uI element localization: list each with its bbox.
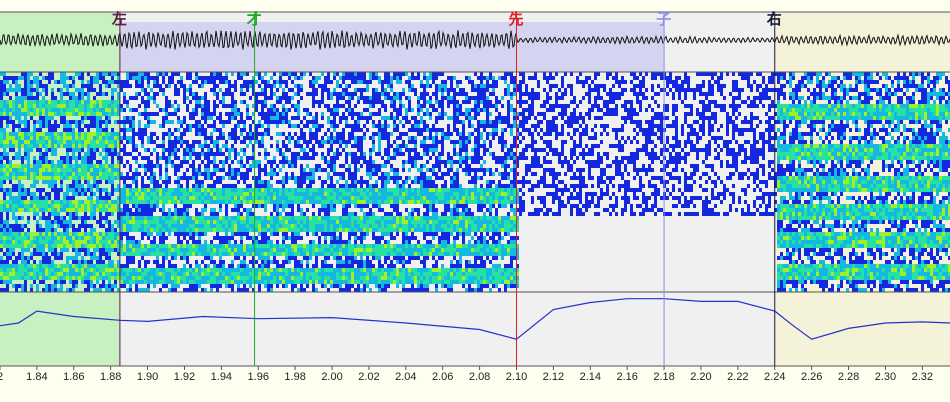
axis-tick-label: 2.24: [764, 371, 785, 383]
axis-tick-label: 2.22: [727, 371, 748, 383]
axis-tick-label: 2.30: [875, 371, 896, 383]
axis-tick-label: 1.90: [137, 371, 158, 383]
axis-tick-label: 2.16: [616, 371, 637, 383]
waveform-trace: [0, 29, 950, 50]
axis-tick-label: 1.84: [26, 371, 47, 383]
axis-tick-label: 2.12: [543, 371, 564, 383]
spectrogram-panel[interactable]: [0, 72, 950, 292]
axis-tick-label: 1.88: [100, 371, 121, 383]
axis-tick-label: 2.02: [358, 371, 379, 383]
time-axis: 2 1.84 1.86 1.88 1.90 1.92 1.94 1.96 1.98 2.00 2.0…: [0, 366, 933, 383]
marker-label: 才: [247, 10, 262, 28]
axis-tick-label: 2.28: [838, 371, 859, 383]
axis-tick-label: 2.04: [395, 371, 416, 383]
axis-tick-label: 2.18: [653, 371, 674, 383]
segment-markers: 左才先子右: [111, 10, 782, 366]
spectrogram-texture: [0, 72, 950, 292]
axis-tick-label: 2.32: [912, 371, 933, 383]
marker-label: 左: [111, 10, 127, 28]
axis-tick-label: 2.10: [506, 371, 527, 383]
waveform-selection: [119, 22, 665, 72]
axis-tick-label: 1.96: [248, 371, 269, 383]
axis-tick-label: 2.26: [801, 371, 822, 383]
marker-label: 右: [767, 10, 782, 28]
axis-tick-label: 2: [0, 371, 3, 383]
axis-tick-label: 1.86: [63, 371, 84, 383]
axis-tick-label: 2.08: [469, 371, 490, 383]
axis-tick-label: 2.14: [580, 371, 601, 383]
axis-tick-label: 1.98: [284, 371, 305, 383]
waveform-panel[interactable]: [0, 22, 950, 72]
axis-tick-label: 2.06: [432, 371, 453, 383]
axis-tick-label: 2.20: [690, 371, 711, 383]
marker-label: 先: [509, 10, 524, 28]
axis-tick-label: 1.92: [174, 371, 195, 383]
axis-tick-label: 2.00: [321, 371, 342, 383]
marker-label: 子: [656, 10, 671, 28]
axis-tick-label: 1.94: [211, 371, 232, 383]
panel-borders: [0, 11, 950, 367]
